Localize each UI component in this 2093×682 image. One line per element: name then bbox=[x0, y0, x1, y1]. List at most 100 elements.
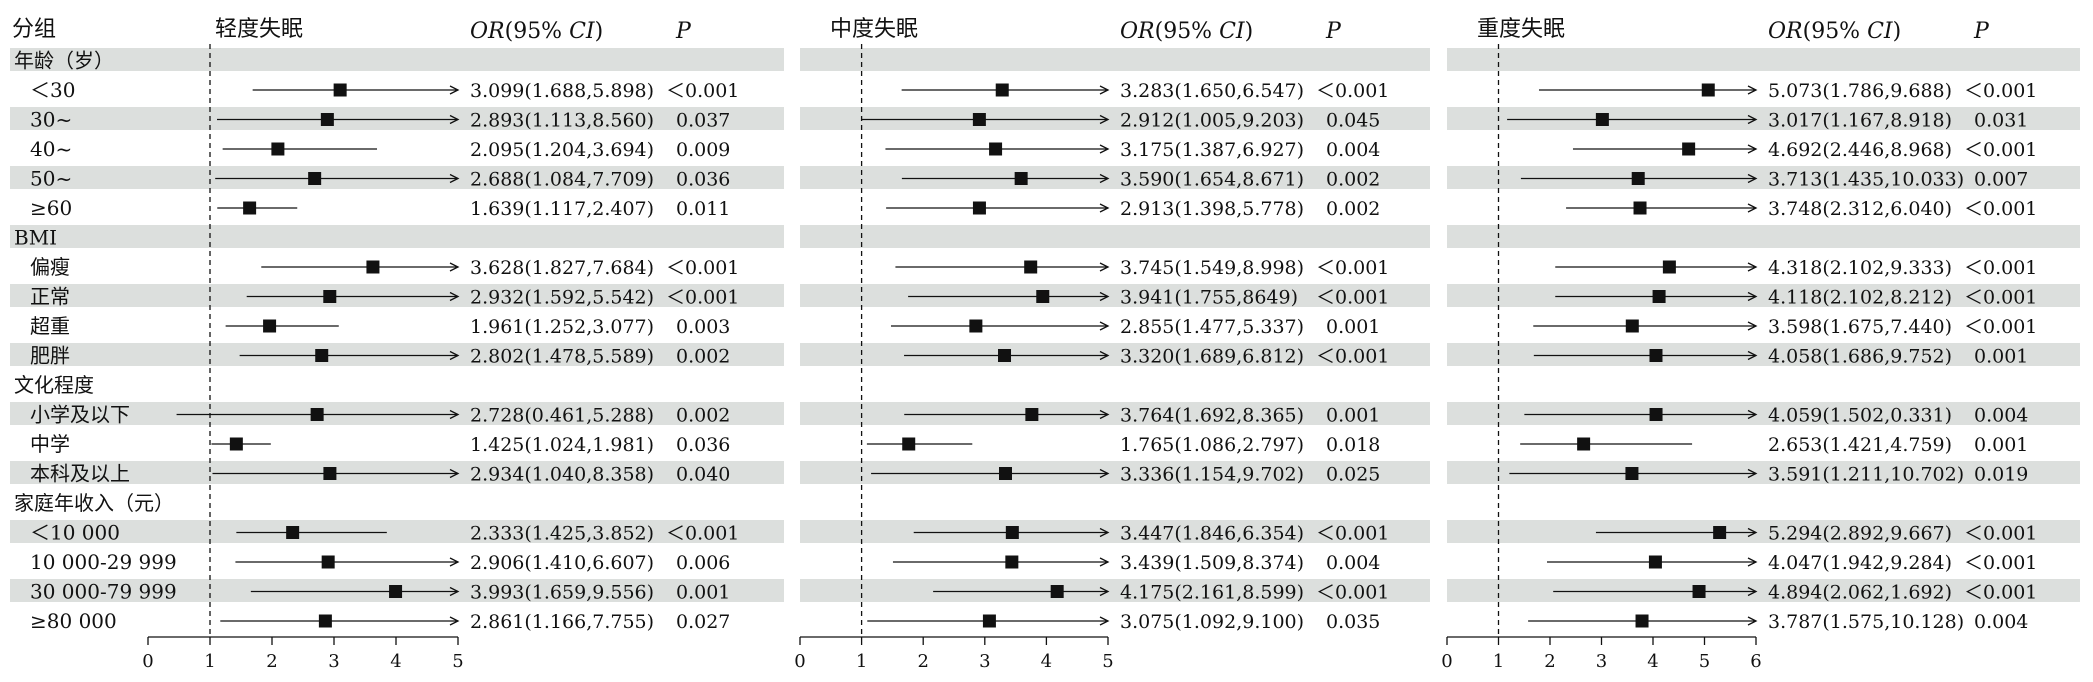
row-band bbox=[800, 402, 1430, 425]
ci-arrow bbox=[1747, 557, 1758, 567]
p-value: 0.036 bbox=[676, 169, 730, 191]
row-band bbox=[1447, 48, 2080, 71]
p-value: 0.031 bbox=[1974, 110, 2028, 132]
row-band bbox=[10, 343, 784, 366]
row-label: 小学及以下 bbox=[30, 403, 130, 427]
or-marker bbox=[323, 290, 337, 303]
or-marker bbox=[1649, 349, 1663, 362]
or-marker bbox=[982, 614, 996, 628]
row-band bbox=[10, 284, 784, 307]
ci-arrow bbox=[1099, 262, 1110, 272]
or-marker bbox=[1577, 437, 1591, 451]
p-value-header: P bbox=[1973, 19, 1990, 44]
ci-arrow bbox=[1747, 85, 1758, 95]
row-label: ＜10 000 bbox=[30, 521, 120, 545]
row-label: 肥胖 bbox=[30, 344, 70, 368]
p-value: 0.004 bbox=[1974, 405, 2028, 427]
row-band bbox=[800, 166, 1430, 189]
or-marker bbox=[389, 585, 403, 598]
row-band bbox=[800, 48, 1430, 71]
x-tick-label: 5 bbox=[1699, 651, 1710, 672]
ci-arrow bbox=[1747, 144, 1758, 154]
x-tick-label: 0 bbox=[794, 651, 805, 672]
p-value: 0.001 bbox=[1326, 316, 1380, 338]
p-value: ＜0.001 bbox=[1316, 346, 1389, 368]
p-value: ＜0.001 bbox=[1316, 80, 1389, 102]
row-band bbox=[800, 520, 1430, 543]
p-value: 0.004 bbox=[1326, 552, 1380, 574]
row-band bbox=[800, 461, 1430, 484]
p-value: 0.001 bbox=[1326, 405, 1380, 427]
ci-arrow bbox=[1099, 144, 1110, 154]
ci-arrow bbox=[1099, 114, 1110, 125]
row-band bbox=[800, 284, 1430, 307]
x-tick-label: 0 bbox=[1441, 651, 1452, 672]
or-marker bbox=[263, 319, 277, 333]
or-marker bbox=[1713, 526, 1727, 539]
or-ci-value: 1.425(1.024,1.981) bbox=[470, 434, 654, 456]
x-tick-label: 2 bbox=[917, 651, 928, 672]
x-tick-label: 3 bbox=[1596, 651, 1607, 672]
or-ci-value: 2.855(1.477,5.337) bbox=[1120, 316, 1304, 338]
p-value: ＜0.001 bbox=[1964, 198, 2037, 220]
p-value: ＜0.001 bbox=[1964, 552, 2037, 574]
or-ci-value: 4.894(2.062,1.692) bbox=[1768, 582, 1952, 604]
or-ci-value: 2.912(1.005,9.203) bbox=[1120, 110, 1304, 132]
or-marker bbox=[1662, 260, 1676, 274]
p-value: 0.045 bbox=[1326, 110, 1380, 132]
row-label: ＜30 bbox=[30, 78, 75, 102]
or-marker bbox=[902, 437, 916, 451]
or-marker bbox=[1005, 555, 1019, 569]
ci-arrow bbox=[449, 557, 460, 567]
p-value: 0.002 bbox=[676, 346, 730, 368]
or-ci-value: 4.175(2.161,8.599) bbox=[1120, 582, 1304, 604]
ci-arrow bbox=[1747, 173, 1758, 184]
or-marker bbox=[1036, 290, 1050, 303]
or-marker bbox=[323, 467, 337, 480]
or-ci-value: 2.906(1.410,6.607) bbox=[470, 552, 654, 574]
or-marker bbox=[1050, 585, 1064, 598]
or-ci-value: 3.941(1.755,8649) bbox=[1120, 287, 1298, 309]
ci-arrow bbox=[1099, 468, 1110, 479]
p-value-header: P bbox=[1325, 19, 1342, 44]
p-value: 0.001 bbox=[1974, 346, 2028, 368]
ci-arrow bbox=[449, 85, 460, 95]
row-label: 正常 bbox=[30, 285, 70, 309]
or-marker bbox=[1633, 201, 1647, 215]
group-label: BMI bbox=[14, 226, 57, 250]
p-value: 0.011 bbox=[676, 198, 730, 220]
p-value: ＜0.001 bbox=[1964, 139, 2037, 161]
or-ci-value: 2.932(1.592,5.542) bbox=[470, 287, 654, 309]
or-ci-value: 2.653(1.421,4.759) bbox=[1768, 434, 1952, 456]
ci-arrow bbox=[449, 173, 460, 184]
or-ci-value: 3.175(1.387,6.927) bbox=[1120, 139, 1304, 161]
or-marker bbox=[366, 260, 380, 274]
x-tick-label: 1 bbox=[856, 651, 867, 672]
or-ci-value: 2.861(1.166,7.755) bbox=[470, 611, 654, 633]
or-ci-value: 2.333(1.425,3.852) bbox=[470, 523, 654, 545]
ci-arrow bbox=[1099, 616, 1110, 626]
p-value: 0.036 bbox=[676, 434, 730, 456]
p-value: 0.002 bbox=[1326, 169, 1380, 191]
or-ci-value: 3.748(2.312,6.040) bbox=[1768, 198, 1952, 220]
p-value: ＜0.001 bbox=[1964, 257, 2037, 279]
or-marker bbox=[972, 113, 986, 126]
ci-arrow bbox=[1747, 527, 1758, 538]
or-marker bbox=[1635, 614, 1649, 628]
x-tick-label: 4 bbox=[390, 651, 401, 672]
or-ci-value: 4.692(2.446,8.968) bbox=[1768, 139, 1952, 161]
or-ci-value: 4.047(1.942,9.284) bbox=[1768, 552, 1952, 574]
or-ci-value: 1.639(1.117,2.407) bbox=[470, 198, 654, 220]
row-label: 40~ bbox=[30, 137, 72, 161]
or-ci-value: 2.688(1.084,7.709) bbox=[470, 169, 654, 191]
ci-arrow bbox=[1099, 527, 1110, 538]
or-ci-value: 2.934(1.040,8.358) bbox=[470, 464, 654, 486]
or-ci-value: 3.745(1.549,8.998) bbox=[1120, 257, 1304, 279]
ci-arrow bbox=[1099, 409, 1110, 420]
row-band bbox=[800, 225, 1430, 248]
group-header: 分组 bbox=[12, 17, 56, 42]
row-band bbox=[10, 461, 784, 484]
panel-title: 中度失眠 bbox=[830, 17, 918, 42]
or-marker bbox=[969, 319, 983, 333]
x-tick-label: 2 bbox=[1544, 651, 1555, 672]
